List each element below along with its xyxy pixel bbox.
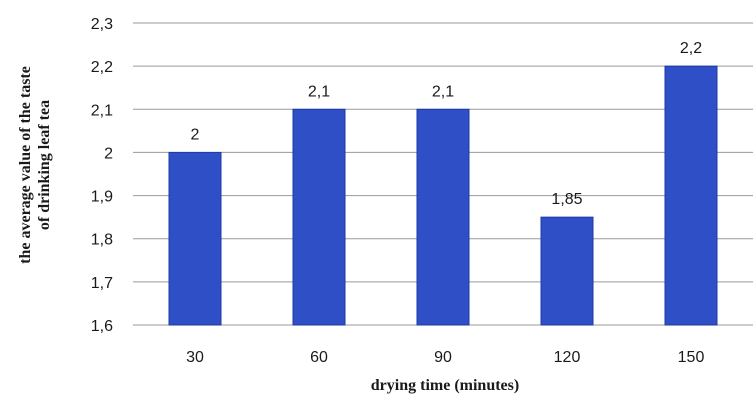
y-tick-label: 2,3	[91, 16, 113, 33]
bar	[540, 216, 594, 326]
bar	[292, 108, 346, 326]
bar	[416, 108, 470, 326]
data-label: 2,1	[308, 83, 330, 100]
x-tick-label: 150	[678, 349, 705, 366]
data-label: 2,1	[432, 83, 454, 100]
x-axis-ticks: 30 60 90 120 150	[186, 349, 704, 366]
bars	[168, 65, 718, 326]
y-tick-label: 1,6	[91, 318, 113, 335]
y-tick-label: 2,2	[91, 59, 113, 76]
y-tick-label: 1,7	[91, 275, 113, 292]
y-axis-ticks: 1,6 1,7 1,8 1,9 2 2,1 2,2 2,3	[91, 16, 113, 335]
y-tick-label: 2	[104, 145, 113, 162]
y-axis-title: the average value of the taste of drinki…	[17, 66, 53, 264]
x-tick-label: 90	[434, 349, 452, 366]
data-label: 1,85	[551, 191, 582, 208]
x-tick-label: 60	[310, 349, 328, 366]
y-tick-label: 1,9	[91, 189, 113, 206]
x-tick-label: 30	[186, 349, 204, 366]
bar	[664, 65, 718, 326]
x-axis-title: drying time (minutes)	[371, 377, 519, 394]
y-axis-title-line-2: of drinking leaf tea	[36, 100, 53, 230]
x-tick-label: 120	[554, 349, 581, 366]
data-labels: 2 2,1 2,1 1,85 2,2	[191, 40, 703, 208]
bar	[168, 151, 222, 326]
y-tick-label: 2,1	[91, 102, 113, 119]
data-label: 2	[191, 126, 200, 143]
y-tick-label: 1,8	[91, 232, 113, 249]
y-axis-title-line-1: the average value of the taste	[17, 66, 34, 264]
data-label: 2,2	[680, 40, 702, 57]
